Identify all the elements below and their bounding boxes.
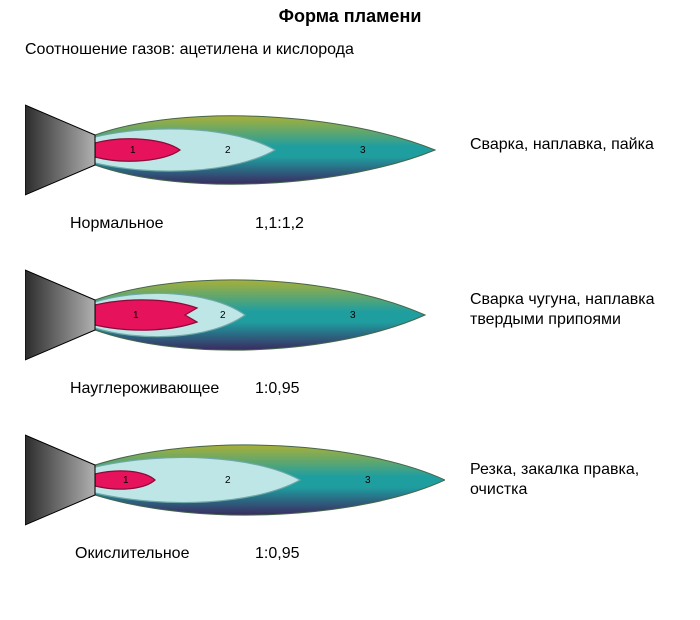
flame-ratio-normal: 1,1:1,2 bbox=[255, 215, 304, 233]
zone-label-2: 2 bbox=[225, 145, 231, 156]
zone1-core-flame bbox=[95, 300, 197, 330]
zone-label-1: 1 bbox=[123, 475, 129, 486]
use-label-normal: Сварка, наплавка, пайка bbox=[470, 135, 685, 155]
subtitle: Соотношение газов: ацетилена и кислорода bbox=[25, 40, 375, 60]
use-label-carburizing: Сварка чугуна, наплавка твердыми припоям… bbox=[470, 290, 685, 330]
zone-label-3: 3 bbox=[365, 475, 371, 486]
flame-svg-carburizing: 1 2 3 bbox=[25, 260, 445, 370]
flame-svg-normal: 1 2 3 bbox=[25, 95, 445, 205]
flame-name-oxidizing: Окислительное bbox=[75, 545, 189, 563]
torch-nozzle bbox=[25, 270, 95, 360]
flame-name-carburizing: Науглероживающее bbox=[70, 380, 219, 398]
torch-nozzle bbox=[25, 105, 95, 195]
page-title: Форма пламени bbox=[0, 6, 700, 27]
zone-label-3: 3 bbox=[350, 310, 356, 321]
flame-svg-oxidizing: 1 2 3 bbox=[25, 425, 445, 535]
zone-label-2: 2 bbox=[225, 475, 231, 486]
flame-ratio-carburizing: 1:0,95 bbox=[255, 380, 299, 398]
zone-label-1: 1 bbox=[130, 145, 136, 156]
torch-nozzle bbox=[25, 435, 95, 525]
use-label-oxidizing: Резка, закалка правка, очистка bbox=[470, 460, 685, 500]
flame-ratio-oxidizing: 1:0,95 bbox=[255, 545, 299, 563]
zone-label-3: 3 bbox=[360, 145, 366, 156]
zone-label-2: 2 bbox=[220, 310, 226, 321]
flame-name-normal: Нормальное bbox=[70, 215, 164, 233]
zone-label-1: 1 bbox=[133, 310, 139, 321]
